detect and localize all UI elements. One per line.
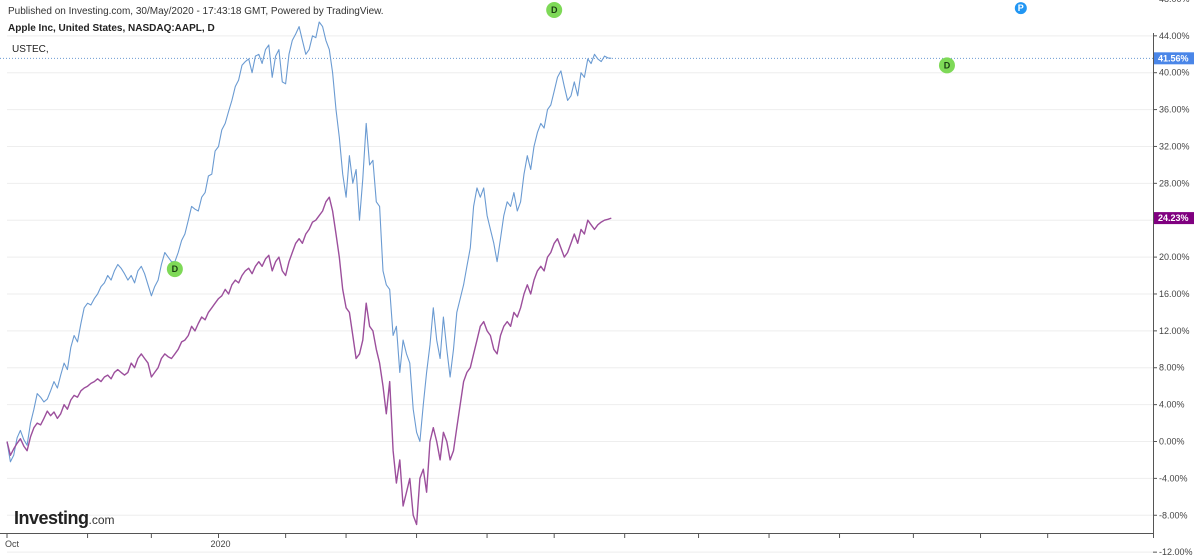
y-tick-label: -12.00% bbox=[1159, 547, 1193, 556]
y-tick-label: 20.00% bbox=[1159, 252, 1190, 262]
y-tick-label: 0.00% bbox=[1159, 437, 1185, 447]
y-tick-label: 40.00% bbox=[1159, 68, 1190, 78]
y-tick-label: 12.00% bbox=[1159, 326, 1190, 336]
marker-label: P bbox=[1018, 3, 1024, 13]
compare-symbol-label: USTEC, bbox=[12, 44, 49, 55]
y-tick-label: 16.00% bbox=[1159, 289, 1190, 299]
investing-logo: Investing.com bbox=[14, 508, 115, 529]
series-line-ustec bbox=[6, 196, 612, 526]
y-tick-label: 28.00% bbox=[1159, 178, 1190, 188]
last-value-badges: 41.56% 24.23% bbox=[1154, 52, 1194, 225]
dividend-marker[interactable] bbox=[166, 261, 183, 278]
y-tick-label: 48.00% bbox=[1159, 0, 1190, 4]
y-axis[interactable]: 52.00%48.00%44.00%40.00%36.00%32.00%28.0… bbox=[1153, 0, 1193, 556]
marker-label: D bbox=[944, 60, 951, 70]
last-value-label-ustec: 24.23% bbox=[1158, 213, 1189, 223]
last-value-label-aapl: 41.56% bbox=[1158, 53, 1189, 63]
y-tick-label: 8.00% bbox=[1159, 363, 1185, 373]
series-layer bbox=[6, 21, 612, 526]
y-tick-label: -4.00% bbox=[1159, 473, 1188, 483]
event-markers: D D D P bbox=[166, 2, 1027, 278]
last-value-badge-aapl bbox=[1154, 52, 1194, 65]
series-line-aapl bbox=[6, 21, 612, 463]
logo-suffix: .com bbox=[88, 513, 115, 527]
x-tick-label: Oct bbox=[5, 539, 20, 549]
y-tick-label: 32.00% bbox=[1159, 141, 1190, 151]
y-tick-label: 4.00% bbox=[1159, 400, 1185, 410]
last-value-badge-ustec bbox=[1154, 212, 1194, 225]
x-axis[interactable]: Oct 2020 bbox=[0, 533, 1153, 549]
grid bbox=[7, 35, 1153, 553]
x-tick-label: 2020 bbox=[210, 539, 230, 549]
y-tick-label: 44.00% bbox=[1159, 31, 1190, 41]
marker-label: D bbox=[551, 5, 558, 15]
y-tick-label: 36.00% bbox=[1159, 105, 1190, 115]
logo-name: Investing bbox=[14, 508, 89, 528]
split-marker[interactable] bbox=[1014, 2, 1027, 15]
symbol-title: Apple Inc, United States, NASDAQ:AAPL, D bbox=[8, 23, 215, 34]
dividend-marker[interactable] bbox=[938, 57, 955, 74]
published-note: Published on Investing.com, 30/May/2020 … bbox=[8, 6, 384, 17]
dividend-marker[interactable] bbox=[546, 2, 563, 19]
y-tick-label: -8.00% bbox=[1159, 510, 1188, 520]
marker-label: D bbox=[172, 264, 179, 274]
